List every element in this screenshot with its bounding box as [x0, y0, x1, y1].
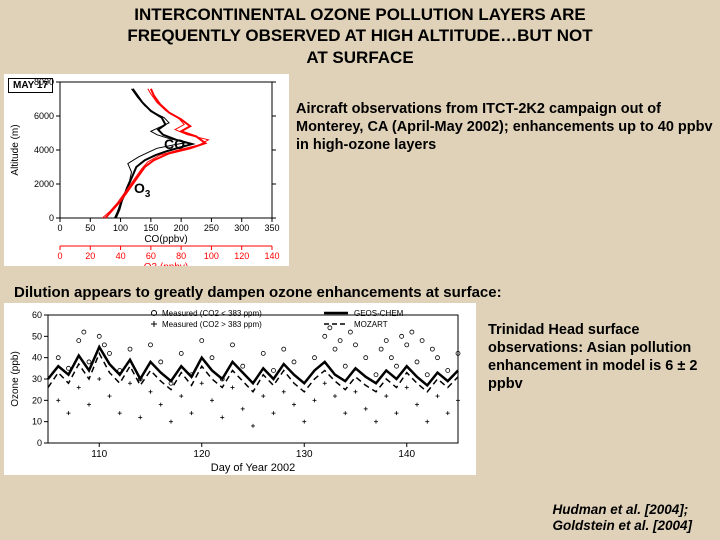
title-line-1: INTERCONTINENTAL OZONE POLLUTION LAYERS …: [134, 5, 585, 24]
altitude-profile-chart: MAY 17 02000400060008000Altitude (m)0501…: [4, 74, 290, 266]
trinidad-text: Trinidad Head surface observations: Asia…: [476, 303, 716, 394]
citation-1: Hudman et al. [2004];: [552, 502, 688, 517]
svg-text:4000: 4000: [34, 145, 54, 155]
upper-section: MAY 17 02000400060008000Altitude (m)0501…: [0, 74, 720, 266]
svg-text:0: 0: [57, 223, 62, 233]
altitude-chart-svg: 02000400060008000Altitude (m)05010015020…: [4, 74, 290, 266]
svg-text:10: 10: [32, 416, 42, 426]
svg-text:0: 0: [57, 251, 62, 261]
svg-text:Ozone (ppb): Ozone (ppb): [10, 351, 21, 407]
svg-text:150: 150: [143, 223, 158, 233]
lower-section: 0 10 20 30 40 50 60 Ozone (ppb) 110 120 130 140 Day …: [0, 303, 720, 475]
svg-text:80: 80: [176, 251, 186, 261]
svg-text:20: 20: [85, 251, 95, 261]
svg-text:GEOS-CHEM: GEOS-CHEM: [354, 309, 404, 318]
ozone-timeseries-chart: 0 10 20 30 40 50 60 Ozone (ppb) 110 120 130 140 Day …: [4, 303, 476, 475]
page-title: INTERCONTINENTAL OZONE POLLUTION LAYERS …: [0, 0, 720, 74]
svg-text:40: 40: [116, 251, 126, 261]
svg-text:Measured (CO2 > 383 ppm): Measured (CO2 > 383 ppm): [162, 320, 262, 329]
svg-text:140: 140: [264, 251, 279, 261]
svg-text:30: 30: [32, 374, 42, 384]
svg-text:0: 0: [37, 438, 42, 448]
svg-text:250: 250: [204, 223, 219, 233]
svg-text:50: 50: [32, 331, 42, 341]
svg-text:Altitude (m): Altitude (m): [10, 124, 21, 175]
svg-text:300: 300: [234, 223, 249, 233]
citation-2: Goldstein et al. [2004]: [552, 518, 692, 533]
svg-text:6000: 6000: [34, 111, 54, 121]
svg-text:8000: 8000: [34, 77, 54, 87]
svg-text:110: 110: [91, 449, 107, 460]
svg-text:120: 120: [234, 251, 249, 261]
svg-text:CO(ppbv): CO(ppbv): [144, 234, 187, 245]
svg-text:Measured (CO2 < 383 ppm): Measured (CO2 < 383 ppm): [162, 309, 262, 318]
svg-text:140: 140: [398, 449, 415, 460]
svg-text:100: 100: [204, 251, 219, 261]
aircraft-observation-text: Aircraft observations from ITCT-2K2 camp…: [290, 74, 716, 154]
title-line-2: FREQUENTLY OBSERVED AT HIGH ALTITUDE…BUT…: [127, 26, 592, 45]
svg-text:50: 50: [85, 223, 95, 233]
svg-text:20: 20: [32, 395, 42, 405]
svg-text:200: 200: [174, 223, 189, 233]
svg-text:130: 130: [296, 449, 313, 460]
svg-text:100: 100: [113, 223, 128, 233]
svg-text:350: 350: [264, 223, 279, 233]
dilution-text: Dilution appears to greatly dampen ozone…: [0, 266, 720, 303]
o3-label: O3: [134, 180, 150, 200]
svg-text:MOZART: MOZART: [354, 320, 388, 329]
svg-text:Day of Year 2002: Day of Year 2002: [211, 462, 295, 474]
title-line-3: AT SURFACE: [306, 48, 413, 67]
co-label: CO: [164, 136, 185, 152]
svg-text:2000: 2000: [34, 179, 54, 189]
svg-text:40: 40: [32, 352, 42, 362]
timeseries-chart-svg: 0 10 20 30 40 50 60 Ozone (ppb) 110 120 130 140 Day …: [4, 303, 476, 475]
svg-text:120: 120: [193, 449, 210, 460]
svg-text:O3 (ppbv): O3 (ppbv): [144, 262, 188, 266]
svg-text:0: 0: [49, 213, 54, 223]
svg-text:60: 60: [32, 310, 42, 320]
citations: Hudman et al. [2004]; Goldstein et al. […: [552, 502, 692, 534]
svg-text:60: 60: [146, 251, 156, 261]
